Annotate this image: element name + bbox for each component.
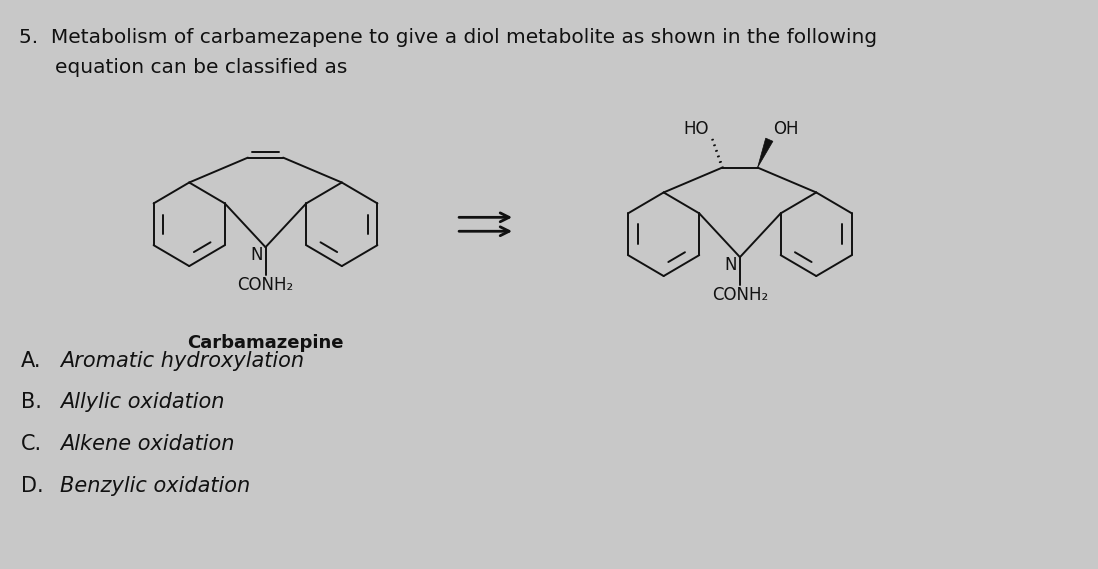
Text: Carbamazepine: Carbamazepine <box>188 334 344 352</box>
Text: Alkene oxidation: Alkene oxidation <box>60 434 235 454</box>
Polygon shape <box>758 138 773 168</box>
Text: Allylic oxidation: Allylic oxidation <box>60 393 225 413</box>
Text: N: N <box>250 246 262 264</box>
Text: B.: B. <box>21 393 42 413</box>
Text: A.: A. <box>21 351 42 370</box>
Text: Benzylic oxidation: Benzylic oxidation <box>60 476 250 496</box>
Text: C.: C. <box>21 434 42 454</box>
Text: CONH₂: CONH₂ <box>237 276 293 294</box>
Text: HO: HO <box>683 119 708 138</box>
Text: N: N <box>725 256 737 274</box>
Text: Aromatic hydroxylation: Aromatic hydroxylation <box>60 351 304 370</box>
Text: equation can be classified as: equation can be classified as <box>55 58 348 77</box>
Text: D.: D. <box>21 476 44 496</box>
Text: OH: OH <box>773 119 798 138</box>
Text: CONH₂: CONH₂ <box>712 286 769 304</box>
Text: 5.  Metabolism of carbamezapene to give a diol metabolite as shown in the follow: 5. Metabolism of carbamezapene to give a… <box>19 28 877 47</box>
